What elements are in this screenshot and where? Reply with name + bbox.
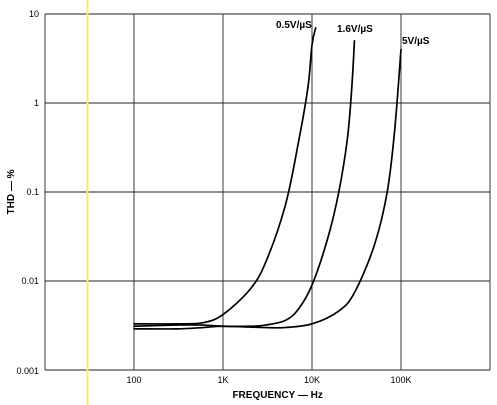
x-tick-labels: 100 1K 10K 100K [126, 375, 411, 385]
y-axis-label: THD — % [6, 169, 17, 214]
y-tick-label: 0.01 [21, 276, 39, 286]
x-tick-label: 1K [217, 375, 228, 385]
curve-label-1: 0.5V/µS [276, 20, 312, 31]
x-tick-label: 100 [126, 375, 141, 385]
y-tick-labels: 10 1 0.1 0.01 0.001 [16, 9, 39, 376]
curve-label-3: 5V/µS [402, 36, 430, 47]
y-tick-label: 1 [34, 98, 39, 108]
x-axis-label: FREQUENCY — Hz [232, 390, 322, 401]
curve-label-2: 1.6V/µS [337, 24, 373, 35]
grid [44, 13, 491, 371]
series-line-3 [133, 48, 402, 330]
y-tick-label: 0.001 [16, 366, 39, 376]
x-tick-label: 100K [390, 375, 411, 385]
y-tick-label: 0.1 [26, 187, 39, 197]
series-line-1 [133, 26, 317, 325]
x-tick-label: 10K [304, 375, 320, 385]
curve-labels: 0.5V/µS 1.6V/µS 5V/µS [276, 20, 430, 47]
series-layer [133, 26, 402, 330]
y-tick-label: 10 [29, 9, 39, 19]
series-line-2 [133, 39, 356, 328]
